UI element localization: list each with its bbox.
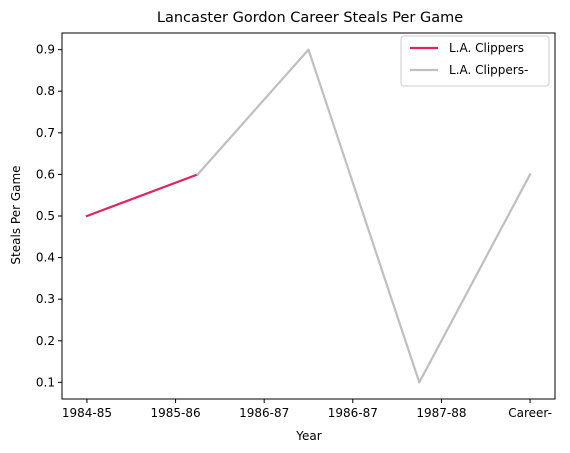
legend-label-1: L.A. Clippers [449, 41, 524, 55]
series-line-2 [196, 48, 532, 384]
y-tick-label: 0.1 [36, 375, 55, 389]
y-tick-label: 0.3 [36, 292, 55, 306]
x-tick-label: 1987-88 [416, 406, 466, 420]
y-tick-label: 0.9 [36, 43, 55, 57]
x-tick-label: 1986-87 [328, 406, 378, 420]
y-axis: 0.1 0.2 0.3 0.4 0.5 0.6 0.7 0.8 0.9 [36, 43, 62, 389]
x-axis: 1984-85 1985-86 1986-87 1986-87 1987-88 Caree… [62, 399, 552, 420]
legend-label-2: L.A. Clippers- [449, 63, 528, 77]
series-line-1 [85, 172, 200, 218]
legend: L.A. Clippers L.A. Clippers- [400, 35, 550, 87]
chart-title: Lancaster Gordon Career Steals Per Game [157, 10, 463, 26]
x-tick-label: Career- [508, 406, 552, 420]
y-tick-label: 0.4 [36, 251, 55, 265]
y-tick-label: 0.5 [36, 209, 55, 223]
x-tick-label: 1984-85 [62, 406, 112, 420]
y-tick-label: 0.8 [36, 84, 55, 98]
y-tick-label: 0.7 [36, 126, 55, 140]
x-axis-label: Year [295, 429, 321, 443]
x-tick-label: 1986-87 [239, 406, 289, 420]
y-axis-label: Steals Per Game [9, 165, 23, 264]
plot-area [85, 48, 532, 384]
y-tick-label: 0.2 [36, 334, 55, 348]
x-tick-label: 1985-86 [150, 406, 200, 420]
y-tick-label: 0.6 [36, 167, 55, 181]
